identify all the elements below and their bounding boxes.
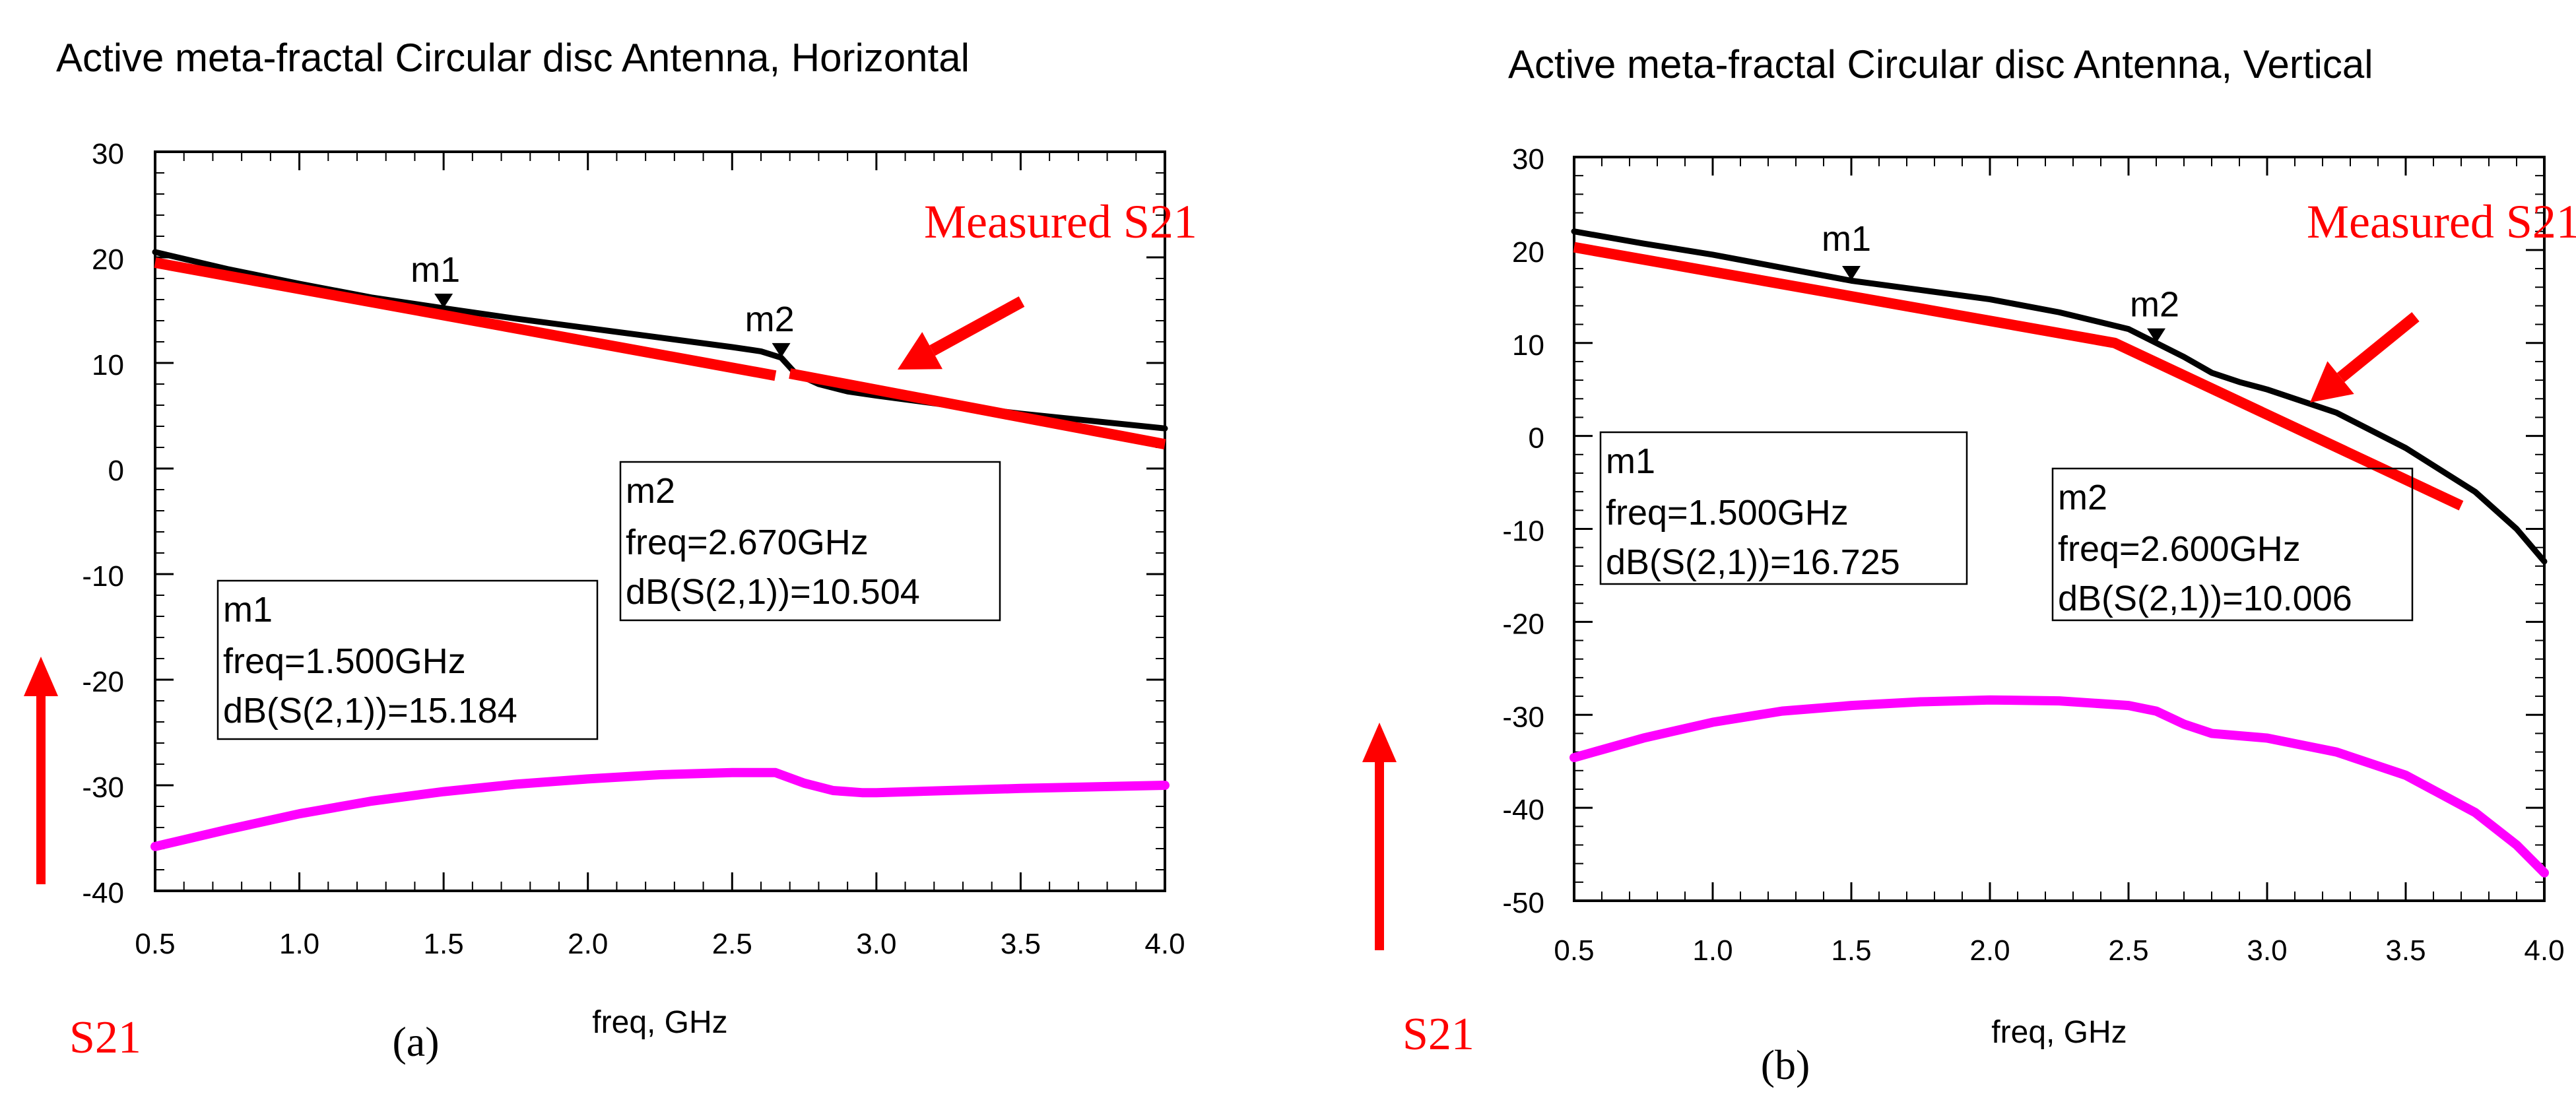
marker-readout-freq: freq=1.500GHz — [223, 641, 466, 681]
marker-label: m2 — [745, 300, 795, 339]
y-tick-label: -30 — [82, 771, 124, 804]
x-tick-label: 3.5 — [2385, 934, 2426, 967]
simulated-trace — [1571, 228, 2548, 565]
lower-trace — [150, 767, 1170, 851]
y-tick-label: -10 — [1502, 515, 1544, 548]
marker-triangle — [2147, 328, 2165, 343]
measured-s21-annotation: Measured S21 — [2307, 195, 2576, 248]
marker-readout-name: m1 — [1606, 441, 1655, 481]
marker-readout-box — [1599, 431, 1968, 585]
marker-label: m1 — [1822, 219, 1871, 259]
marker-readout-freq: freq=2.600GHz — [2058, 529, 2301, 569]
chart-panel-0: Active meta-fractal Circular disc Antenn… — [24, 36, 1197, 1065]
side-arrow-head — [24, 657, 58, 696]
x-tick-label: 3.0 — [856, 928, 896, 960]
marker-readout-name: m2 — [626, 471, 675, 511]
y-tick-label: 10 — [1512, 329, 1544, 362]
x-tick-label: 2.5 — [2108, 934, 2148, 967]
x-tick-label: 1.5 — [424, 928, 464, 960]
x-tick-label: 1.5 — [1831, 934, 1871, 967]
x-tick-label: 2.5 — [712, 928, 752, 960]
simulated-trace — [152, 249, 1168, 432]
chart-panel-1: Active meta-fractal Circular disc Antenn… — [1362, 42, 2576, 1088]
y-tick-label: -20 — [82, 666, 124, 698]
measured-s21-line-segment — [789, 368, 1166, 450]
annotation-arrow-head — [2310, 361, 2354, 403]
y-tick-label: 10 — [92, 349, 124, 381]
y-tick-label: -40 — [1502, 794, 1544, 826]
side-arrow-head — [1362, 723, 1397, 762]
panel-label: (a) — [392, 1018, 439, 1065]
x-tick-label: 2.0 — [1969, 934, 2010, 967]
chart-title: Active meta-fractal Circular disc Antenn… — [56, 36, 970, 80]
x-tick-label: 4.0 — [1144, 928, 1185, 960]
x-tick-label: 0.5 — [1554, 934, 1594, 967]
marker-readout-value: dB(S(2,1))=10.504 — [626, 572, 920, 612]
marker-readout-box — [2051, 467, 2414, 622]
marker-readout-box — [216, 579, 599, 740]
y-tick-label: 20 — [92, 244, 124, 276]
y-tick-label: -30 — [1502, 701, 1544, 733]
marker-readout-freq: freq=1.500GHz — [1606, 493, 1849, 533]
x-axis-label: freq, GHz — [592, 1005, 727, 1040]
y-tick-label: 30 — [92, 138, 124, 170]
marker-readout-box — [619, 461, 1001, 622]
x-tick-label: 3.5 — [1001, 928, 1041, 960]
measured-s21-annotation: Measured S21 — [924, 195, 1197, 248]
annotation-arrow-shaft — [929, 296, 1025, 356]
y-tick-label: -20 — [1502, 608, 1544, 640]
y-tick-label: -50 — [1502, 887, 1544, 919]
panel-label: (b) — [1761, 1041, 1810, 1088]
annotation-arrow-shaft — [2336, 312, 2420, 383]
marker-label: m1 — [411, 250, 460, 290]
marker-triangle — [434, 294, 453, 309]
marker-triangle — [1842, 266, 1861, 281]
side-s21-label: S21 — [1403, 1009, 1474, 1060]
annotation-arrow-head — [898, 332, 942, 370]
marker-readout-freq: freq=2.670GHz — [626, 523, 869, 562]
x-tick-label: 3.0 — [2247, 934, 2287, 967]
marker-label: m2 — [2130, 285, 2179, 325]
plot-frame — [154, 150, 1166, 892]
y-tick-label: 30 — [1512, 143, 1544, 176]
y-tick-label: 0 — [108, 455, 124, 487]
marker-readout-value: dB(S(2,1))=15.184 — [223, 691, 517, 731]
x-tick-label: 0.5 — [135, 928, 175, 960]
chart-title: Active meta-fractal Circular disc Antenn… — [1508, 42, 2373, 86]
side-s21-label: S21 — [69, 1012, 141, 1063]
x-axis-label: freq, GHz — [1991, 1015, 2127, 1050]
measured-s21-line-segment — [1573, 242, 2464, 511]
marker-readout-value: dB(S(2,1))=16.725 — [1606, 542, 1900, 582]
marker-readout-value: dB(S(2,1))=10.006 — [2058, 579, 2352, 618]
lower-trace — [1569, 695, 2549, 878]
marker-triangle — [772, 342, 791, 358]
x-tick-label: 1.0 — [279, 928, 319, 960]
y-tick-label: -40 — [82, 877, 124, 909]
marker-readout-name: m2 — [2058, 478, 2107, 517]
x-tick-label: 1.0 — [1692, 934, 1733, 967]
x-tick-label: 4.0 — [2524, 934, 2564, 967]
measured-s21-line-segment — [154, 257, 777, 381]
x-tick-label: 2.0 — [568, 928, 608, 960]
marker-readout-name: m1 — [223, 590, 273, 630]
y-tick-label: -10 — [82, 560, 124, 593]
y-tick-label: 0 — [1529, 422, 1544, 455]
y-tick-label: 20 — [1512, 236, 1544, 269]
